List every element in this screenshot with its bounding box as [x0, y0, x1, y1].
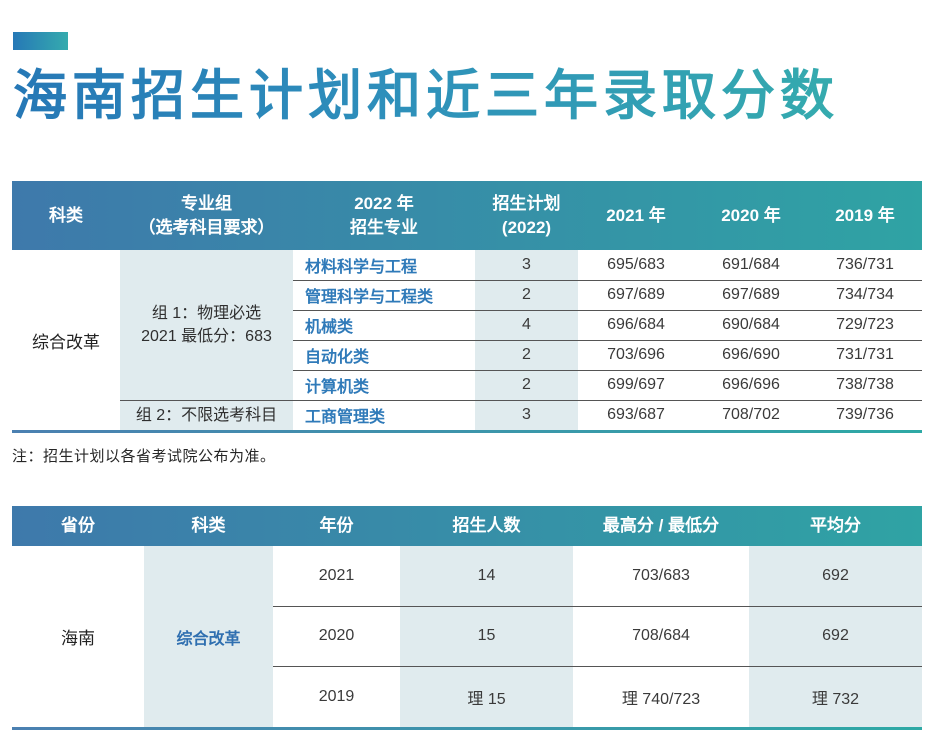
score-2020-cell: 691/684 [694, 250, 808, 280]
major-cell: 材料科学与工程 [293, 250, 475, 280]
table-row: 自动化类 2 703/696 696/690 731/731 [12, 339, 922, 370]
group1-min-score: 2021 最低分：683 [141, 327, 272, 345]
header-year: 年份 [319, 516, 354, 535]
header-year-2021: 2021 年 [606, 205, 666, 225]
plan-cell: 3 [475, 250, 578, 280]
title-accent-bar [13, 32, 68, 50]
score-2021-cell: 695/683 [578, 250, 694, 280]
header-kelei: 科类 [49, 205, 83, 225]
province-history-header-row: 省份 科类 年份 招生人数 最高分 / 最低分 平均分 [12, 506, 922, 546]
major-cell: 自动化类 [293, 339, 475, 370]
table2-bottom-rule [12, 727, 922, 730]
table-row: 2019 理 15 理 740/723 理 732 [12, 665, 922, 727]
score-2021-cell: 696/684 [578, 309, 694, 340]
score-2020-cell: 696/696 [694, 369, 808, 400]
header-2022-majors-line2: 招生专业 [350, 217, 418, 237]
count-cell: 理 15 [400, 665, 573, 727]
page-title: 海南招生计划和近三年录取分数 [13, 66, 839, 126]
score-2021-cell: 703/696 [578, 339, 694, 370]
table-row: 海南 综合改革 2021 14 703/683 692 [12, 546, 922, 727]
table-row: 2020 15 708/684 692 [12, 605, 922, 666]
header-plan-2022: 招生计划 (2022) [475, 181, 578, 250]
header-enroll-count: 招生人数 [452, 516, 521, 535]
year-cell: 2020 [273, 605, 400, 666]
score-2019-cell: 734/734 [808, 279, 922, 310]
score-2019-cell: 738/738 [808, 369, 922, 400]
avg-cell: 692 [749, 546, 922, 606]
kelei-cell: 综合改革 [12, 250, 120, 430]
admission-plan-table: 科类 专业组 （选考科目要求） 2022 年 招生专业 招生计划 (2022) … [12, 181, 922, 430]
score-2021-cell: 699/697 [578, 369, 694, 400]
max-min-cell: 708/684 [573, 605, 749, 666]
group2-cell: 组 2：不限选考科目 [120, 399, 293, 430]
plan-cell: 3 [475, 399, 578, 430]
score-2019-cell: 729/723 [808, 309, 922, 340]
table-row: 管理科学与工程类 2 697/689 697/689 734/734 [12, 279, 922, 310]
group1-cell: 组 1：物理必选 2021 最低分：683 [120, 250, 293, 400]
score-2019-cell: 739/736 [808, 399, 922, 430]
max-min-cell: 理 740/723 [573, 665, 749, 727]
table-row: 机械类 4 696/684 690/684 729/723 [12, 309, 922, 340]
score-2021-cell: 693/687 [578, 399, 694, 430]
header-year-2019: 2019 年 [835, 205, 895, 225]
plan-cell: 2 [475, 279, 578, 310]
score-2020-cell: 696/690 [694, 339, 808, 370]
plan-note: 注：招生计划以各省考试院公布为准。 [12, 448, 276, 465]
province-cell: 海南 [12, 546, 144, 727]
max-min-cell: 703/683 [573, 546, 749, 606]
header-kelei2: 科类 [191, 516, 226, 535]
score-2020-cell: 690/684 [694, 309, 808, 340]
header-major-group: 专业组 （选考科目要求） [120, 181, 293, 250]
header-province: 省份 [61, 516, 95, 535]
major-cell: 计算机类 [293, 369, 475, 400]
score-2021-cell: 697/689 [578, 279, 694, 310]
group1-requirement: 组 1：物理必选 [151, 304, 262, 322]
header-plan-2022-line1: 招生计划 [492, 193, 561, 213]
table1-bottom-rule [12, 430, 922, 433]
score-2019-cell: 736/731 [808, 250, 922, 280]
year-cell: 2019 [273, 665, 400, 727]
header-major-group-line2: （选考科目要求） [138, 217, 275, 237]
major-cell: 管理科学与工程类 [293, 279, 475, 310]
header-avg-score: 平均分 [810, 516, 861, 535]
header-2022-majors-line1: 2022 年 [354, 193, 414, 213]
count-cell: 15 [400, 605, 573, 666]
count-cell: 14 [400, 546, 573, 606]
year-cell: 2021 [273, 546, 400, 606]
admission-plan-header-row: 科类 专业组 （选考科目要求） 2022 年 招生专业 招生计划 (2022) … [12, 181, 922, 250]
score-2019-cell: 731/731 [808, 339, 922, 370]
major-cell: 机械类 [293, 309, 475, 340]
header-year-2020: 2020 年 [721, 205, 781, 225]
header-plan-2022-line2: (2022) [501, 217, 552, 237]
score-2020-cell: 697/689 [694, 279, 808, 310]
plan-cell: 4 [475, 309, 578, 340]
table-row: 组 2：不限选考科目 工商管理类 3 693/687 708/702 739/7… [12, 399, 922, 430]
plan-cell: 2 [475, 369, 578, 400]
header-2022-majors: 2022 年 招生专业 [293, 181, 475, 250]
header-major-group-line1: 专业组 [181, 193, 232, 213]
avg-cell: 理 732 [749, 665, 922, 727]
kelei2-cell: 综合改革 [144, 546, 273, 727]
table-row: 计算机类 2 699/697 696/696 738/738 [12, 369, 922, 400]
score-2020-cell: 708/702 [694, 399, 808, 430]
province-history-table: 省份 科类 年份 招生人数 最高分 / 最低分 平均分 海南 综合改革 2021… [12, 506, 922, 727]
header-max-min-score: 最高分 / 最低分 [602, 516, 720, 535]
avg-cell: 692 [749, 605, 922, 666]
plan-cell: 2 [475, 339, 578, 370]
major-cell: 工商管理类 [293, 399, 475, 430]
table-row: 综合改革 组 1：物理必选 2021 最低分：683 材料科学与工程 3 695… [12, 250, 922, 430]
